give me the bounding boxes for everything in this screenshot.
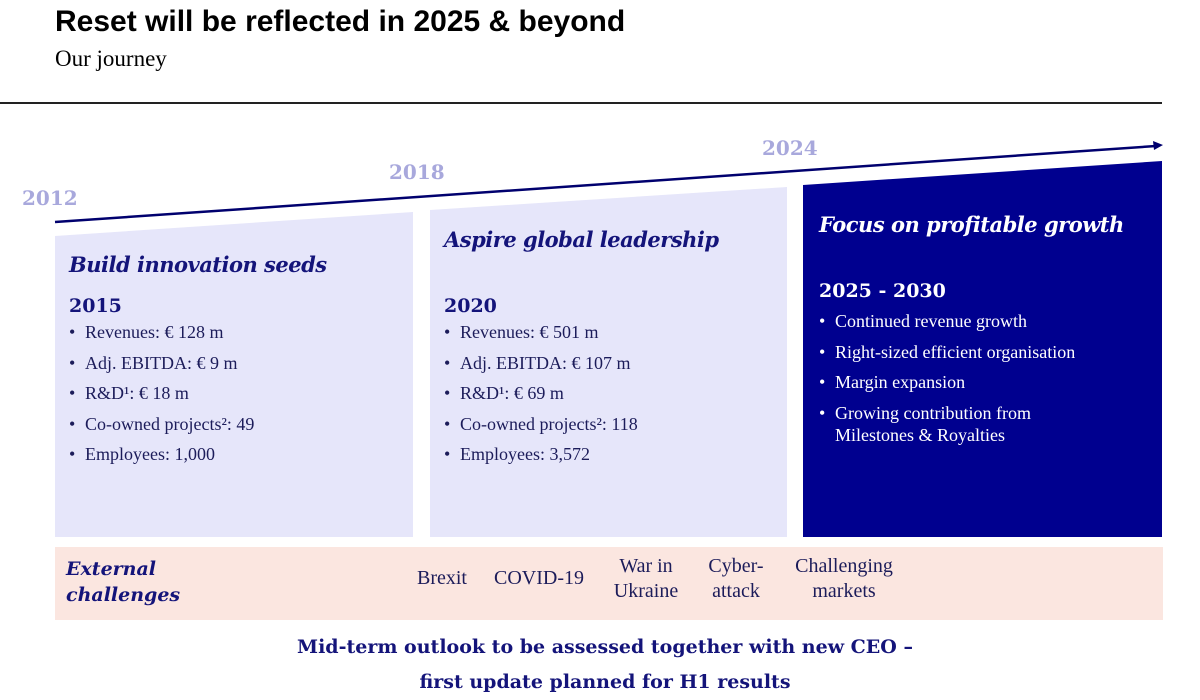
panel-title: Aspire global leadership — [444, 227, 719, 252]
challenge-markets: Challenging markets — [784, 554, 904, 604]
label-line: External — [66, 558, 157, 580]
challenge-text: markets — [812, 580, 876, 602]
outlook-statement: Mid-term outlook to be assessed together… — [0, 630, 1200, 700]
metrics-list: Revenues: € 128 m Adj. EBITDA: € 9 m R&D… — [69, 317, 327, 470]
list-item: Growing contribution from Milestones & R… — [819, 402, 1085, 446]
list-item: Co-owned projects²: 49 — [69, 409, 327, 440]
list-item: R&D¹: € 69 m — [444, 378, 719, 409]
challenge-text: Cyber- — [708, 555, 764, 577]
divider — [0, 102, 1162, 104]
panel-title: Focus on profitable growth — [819, 212, 1124, 237]
challenge-brexit: Brexit — [402, 566, 482, 591]
challenge-covid: COVID-19 — [484, 566, 594, 591]
panel-period: 2025 - 2030 — [819, 280, 946, 302]
arrow-head-icon — [1153, 141, 1163, 150]
external-challenges-band — [55, 547, 1163, 620]
list-item: Revenues: € 501 m — [444, 317, 719, 348]
list-item: Adj. EBITDA: € 9 m — [69, 348, 327, 379]
list-item: Employees: 3,572 — [444, 439, 719, 470]
year-label-2012: 2012 — [22, 186, 78, 210]
timeline-arrow — [54, 144, 1157, 224]
panel-2: Aspire global leadership 2020 Revenues: … — [444, 227, 719, 470]
year-label-2018: 2018 — [389, 160, 445, 184]
metrics-list: Revenues: € 501 m Adj. EBITDA: € 107 m R… — [444, 317, 719, 470]
list-item: Continued revenue growth — [819, 310, 1154, 332]
label-line: challenges — [66, 584, 181, 606]
challenge-text: Brexit — [417, 567, 467, 589]
challenge-text: War in — [619, 555, 673, 577]
list-item: R&D¹: € 18 m — [69, 378, 327, 409]
outlook-line: first update planned for H1 results — [419, 671, 791, 693]
challenge-text: Challenging — [795, 555, 893, 577]
list-item: Co-owned projects²: 118 — [444, 409, 719, 440]
list-item: Revenues: € 128 m — [69, 317, 327, 348]
year-label-2024: 2024 — [762, 136, 818, 160]
page-title: Reset will be reflected in 2025 & beyond — [55, 5, 626, 38]
panel-title: Build innovation seeds — [69, 252, 327, 277]
panel-3: Focus on profitable growth 2025 - 2030 C… — [819, 212, 1154, 454]
list-item: Right-sized efficient organisation — [819, 341, 1154, 363]
challenge-text: attack — [712, 580, 760, 602]
panel-1: Build innovation seeds 2015 Revenues: € … — [69, 252, 327, 470]
challenge-war-ukraine: War in Ukraine — [600, 554, 692, 604]
goals-list: Continued revenue growth Right-sized eff… — [819, 310, 1154, 446]
panel-period: 2015 — [69, 295, 122, 317]
list-item: Margin expansion — [819, 371, 1154, 393]
list-item: Employees: 1,000 — [69, 439, 327, 470]
challenge-text: COVID-19 — [494, 567, 584, 589]
challenge-cyberattack: Cyber-attack — [697, 554, 775, 604]
external-challenges-label: External challenges — [66, 556, 180, 608]
list-item: Adj. EBITDA: € 107 m — [444, 348, 719, 379]
page-subtitle: Our journey — [55, 46, 167, 71]
panel-period: 2020 — [444, 295, 497, 317]
outlook-line: Mid-term outlook to be assessed together… — [297, 636, 913, 658]
challenge-text: Ukraine — [613, 580, 679, 602]
